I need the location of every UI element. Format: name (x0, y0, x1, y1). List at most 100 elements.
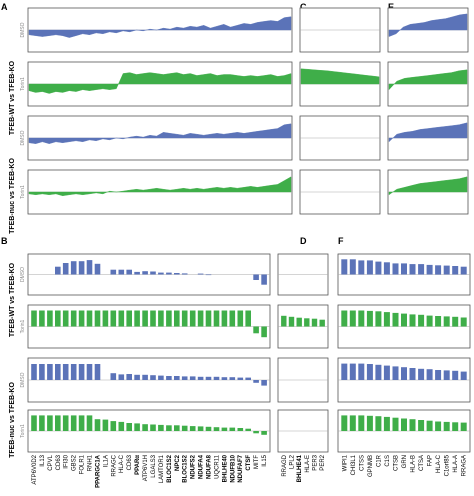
panel-b-row2-bar-3 (47, 310, 53, 327)
panel-f-row2-bar-2 (349, 310, 356, 327)
panel-f-row3-bar-10 (418, 368, 425, 380)
panel-b-row4-bar-18 (166, 425, 172, 431)
panel-b-row4-bar-26 (229, 427, 236, 431)
panel-f-row2-bar-7 (392, 312, 399, 327)
panel-f-row4-bar-6 (383, 416, 390, 431)
panel-f-row1-bar-15 (460, 266, 467, 275)
panel-b-row1-bar-6 (70, 261, 77, 275)
panel-f-row2-bar-5 (375, 311, 382, 327)
panel-d-row2-bar-1 (281, 315, 287, 327)
panel-f-row4-bar-1 (341, 415, 348, 431)
panel-f-row3-bar-14 (452, 370, 459, 380)
panel-f-row2-bar-13 (443, 316, 450, 327)
gene-label-d-3: BHLHE41 (297, 454, 303, 482)
panel-b-row4-bar-10 (102, 419, 109, 431)
panel-b-row3-bar-14 (134, 374, 140, 380)
panel-b-row1-bar-22 (197, 273, 204, 275)
panel-f-row4-bar-5 (375, 416, 382, 431)
gene-label-f-1: WIPI1 (342, 454, 348, 471)
panel-b-row2-bar-16 (150, 310, 156, 327)
gene-label-b-7: FOLR1 (80, 454, 86, 474)
panel-b-row4-bar-13 (126, 423, 132, 431)
panel-b-row4-bar-6 (70, 415, 77, 431)
panel-f-row2-bar-3 (358, 310, 365, 327)
panel-f-row2-bar-15 (460, 317, 467, 327)
panel-b-row1-bar-9 (94, 263, 101, 275)
panel-label-d: D (300, 236, 307, 246)
gene-label-b-3: CPVL (48, 454, 54, 470)
gene-label-b-12: HLA-C (119, 454, 125, 473)
panel-b-row1-bar-18 (166, 272, 172, 275)
panel-b-row3-bar-9 (94, 364, 101, 380)
panel-b-row3-bar-13 (126, 374, 132, 380)
panel-b-row1-bar-13 (126, 269, 132, 275)
gene-label-f-8: GRN (402, 455, 408, 468)
gene-label-f-4: GPNMB (368, 455, 374, 477)
panel-b-row2-bar-8 (86, 310, 93, 327)
panel-b-row1-bar-23 (205, 274, 212, 276)
panel-b-row2-bar-5 (62, 310, 69, 327)
panel-b-row2-bar-27 (237, 310, 244, 327)
panel-b-row4-bar-1 (31, 415, 37, 431)
panel-f-row1-bar-11 (426, 264, 433, 275)
panel-f-row3-bar-2 (349, 363, 356, 380)
gene-label-b-21: NDUFS2 (191, 454, 197, 479)
panel-b-row3-bar-6 (70, 364, 77, 380)
gene-label-b-19: NPC2 (175, 454, 181, 471)
panel-f-row3-bar-8 (401, 367, 407, 380)
gene-label-f-6: C1S (385, 455, 391, 467)
panel-label-a: A (1, 2, 8, 12)
panel-b-row2-bar-12 (118, 310, 125, 327)
panel-f-row3-bar-7 (392, 366, 399, 380)
panel-b-row2-bar-4 (55, 310, 61, 327)
panel-label-b: B (1, 236, 8, 246)
panel-b-row2-bar-14 (134, 310, 140, 327)
panel-b-row4-bar-11 (110, 421, 117, 431)
gene-label-b-23: NDUFA8 (207, 454, 213, 479)
panel-e-row3-area (388, 122, 468, 143)
gene-label-b-22: NDUFA4 (199, 454, 205, 479)
panel-f-row4-bar-8 (401, 418, 407, 431)
panel-b-row3-bar-30 (261, 380, 267, 386)
panel-b-row2-bar-7 (78, 310, 85, 327)
gene-label-b-10: IL1A (103, 455, 109, 467)
panel-f-row2-bar-12 (435, 316, 442, 327)
panel-label-e: E (388, 2, 394, 12)
panel-b-row1-bar-19 (174, 273, 180, 275)
gene-label-d-5: PER3 (313, 454, 319, 470)
panel-f-row2-bar-1 (341, 310, 348, 327)
panel-b-row4-bar-25 (221, 427, 228, 431)
gene-label-f-12: HLA-C (436, 454, 442, 473)
panel-b-row2-bar-26 (229, 310, 236, 327)
gene-label-b-30: IL15 (262, 454, 268, 466)
panel-b-row4-bar-9 (94, 419, 101, 431)
panel-a-cond-label-4: Torin1 (20, 185, 26, 199)
panel-f-row3-bar-9 (409, 368, 416, 380)
gene-label-f-5: C1R (376, 454, 382, 467)
panel-a-row4-area (28, 176, 292, 197)
panel-d-row2-bar-3 (296, 317, 302, 327)
panel-b-row2-bar-29 (253, 326, 259, 334)
panel-a-cond-label-1: DMSO (20, 22, 26, 37)
panel-b-row4-bar-30 (261, 431, 267, 435)
panel-c-row2-area (300, 68, 380, 85)
panel-d-row2-bar-6 (319, 319, 325, 327)
gene-label-b-25: BHLHE40 (222, 454, 228, 482)
gene-label-d-6: PER2 (320, 454, 326, 470)
panel-f-row2-bar-14 (452, 316, 459, 327)
panel-b-row4-bar-16 (150, 424, 156, 431)
panel-b-row4-bar-7 (78, 415, 85, 431)
panel-f-row1-bar-4 (366, 260, 373, 275)
panel-f-row1-bar-14 (452, 266, 459, 275)
gene-label-b-1: ATP6V0D2 (32, 454, 38, 484)
panel-b-row3-bar-25 (221, 377, 228, 380)
gene-label-b-9: PPARGC1A (95, 454, 101, 488)
panel-b-row2-bar-24 (213, 310, 220, 327)
panel-f-row2-bar-6 (383, 312, 390, 327)
panel-b-row3-bar-29 (253, 380, 259, 383)
gene-label-b-28: CTSF (246, 455, 252, 471)
panel-label-c: C (300, 2, 307, 12)
panel-b-row2-bar-11 (110, 310, 117, 327)
group-label-bottom-b: TFEB-nuc vs TFEB-KO (9, 382, 16, 458)
panel-f-row3-bar-13 (443, 370, 450, 380)
